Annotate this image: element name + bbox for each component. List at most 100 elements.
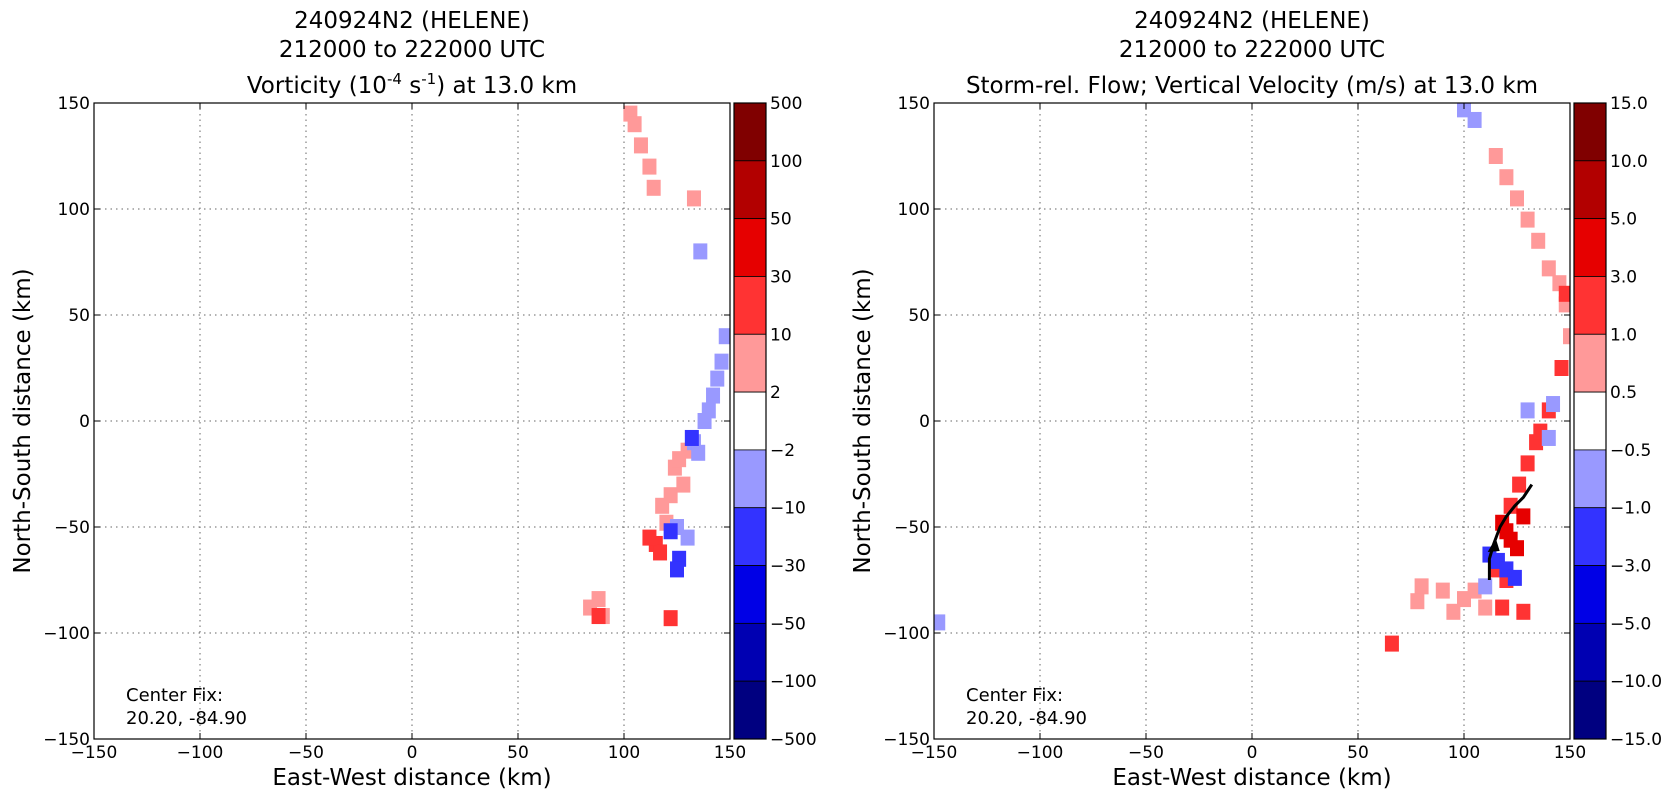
data-point [1512, 476, 1527, 493]
colorbar-label: 10 [770, 325, 792, 345]
center-fix-value: 20.20, -84.90 [126, 708, 247, 729]
chart-title-part: -1 [421, 70, 436, 88]
colorbar-label: 100 [770, 152, 802, 172]
data-point [633, 137, 648, 154]
y-tick-label: 150 [898, 94, 930, 114]
data-point [1478, 599, 1493, 616]
data-point [684, 429, 699, 446]
x-tick-label: 0 [407, 743, 418, 763]
colorbar: 500 100 50 30 10 2 −2 −10 −30 −50 −100 −500 [733, 94, 817, 750]
y-tick-label: −50 [894, 518, 930, 538]
center-fix-value: 20.20, -84.90 [966, 708, 1087, 729]
data-point [1558, 296, 1570, 313]
data-point [686, 190, 701, 207]
colorbar-segment [733, 622, 767, 682]
x-tick-label: −150 [911, 743, 958, 763]
data-point [1510, 190, 1524, 207]
chart-title-line-1: 240924N2 (HELENE) [294, 8, 530, 34]
colorbar-segment [1573, 333, 1607, 393]
y-tick-label: −150 [883, 730, 930, 750]
data-point [670, 561, 684, 578]
data-point [591, 591, 606, 608]
colorbar-segment [733, 276, 767, 335]
colorbar: 15.0 10.0 5.0 3.0 1.0 0.5 −0.5 −1.0 −3.0 −5.0 −10.… [1573, 94, 1662, 750]
colorbar-label: −0.5 [1610, 441, 1651, 461]
colorbar-label: −15.0 [1610, 730, 1662, 750]
chart-title-line-2: 212000 to 222000 UTC [279, 37, 545, 63]
colorbar-segment [1573, 622, 1607, 682]
y-tick-label: 100 [58, 200, 90, 220]
data-point [693, 243, 708, 260]
x-tick-label: 100 [608, 743, 640, 763]
y-axis-label: North-South distance (km) [850, 268, 876, 573]
colorbar-label: −3.0 [1610, 557, 1651, 577]
y-tick-label: 50 [908, 306, 930, 326]
data-point [710, 370, 725, 387]
data-point [653, 544, 668, 561]
y-tick-label: −100 [883, 624, 930, 644]
colorbar-segment [1573, 565, 1607, 624]
x-tick-label: −50 [288, 743, 324, 763]
colorbar-label: −5.0 [1610, 614, 1651, 634]
data-point [1446, 603, 1461, 620]
chart-panel-1: 240924N2 (HELENE) 212000 to 222000 UTC Vor… [10, 8, 817, 791]
data-point [1503, 497, 1518, 514]
data-point [718, 328, 730, 345]
data-point [676, 476, 691, 493]
colorbar-segment [733, 160, 767, 220]
data-point [1410, 593, 1425, 610]
colorbar-frame [1573, 102, 1607, 740]
colorbar-segment [1573, 391, 1607, 451]
colorbar-label: −100 [770, 672, 817, 692]
colorbar-label: −10.0 [1610, 672, 1662, 692]
data-point [1499, 169, 1514, 186]
data-point [1457, 103, 1471, 118]
data-point [1541, 429, 1556, 446]
data-point [1384, 635, 1399, 652]
plot-frame [933, 102, 1571, 740]
colorbar-label: −1.0 [1610, 499, 1651, 519]
streamline [1487, 483, 1534, 580]
data-point [1541, 260, 1556, 277]
colorbar-segment [733, 391, 767, 451]
data-point [591, 608, 606, 625]
y-axis-label: North-South distance (km) [10, 268, 36, 573]
colorbar-segment [1573, 449, 1607, 509]
data-point [1507, 569, 1522, 586]
data-point [1488, 148, 1503, 164]
y-tick-label: −50 [54, 518, 90, 538]
data-point [1558, 285, 1570, 302]
colorbar-label: −500 [770, 730, 817, 750]
y-tick-label: 0 [919, 412, 930, 432]
x-tick-label: 100 [1448, 743, 1480, 763]
data-point [627, 116, 642, 133]
data-point [1520, 211, 1535, 228]
colorbar-label: −50 [770, 614, 806, 634]
x-tick-label: 50 [507, 743, 529, 763]
data-point [1478, 578, 1493, 595]
y-tick-label: −100 [43, 624, 90, 644]
data-point [1467, 582, 1482, 599]
colorbar-label: 5.0 [1610, 210, 1637, 230]
colorbar-segment [733, 218, 767, 277]
y-tick-label: 50 [68, 306, 90, 326]
x-tick-label: 150 [1554, 743, 1586, 763]
x-tick-label: −100 [1017, 743, 1064, 763]
chart-title-part: s [402, 73, 421, 99]
data-point [934, 614, 946, 631]
colorbar-segment [733, 680, 767, 740]
colorbar-label: −10 [770, 499, 806, 519]
data-point [1546, 396, 1561, 413]
data-point [646, 179, 661, 196]
colorbar-segment [733, 449, 767, 509]
data-point [691, 444, 706, 461]
data-point [1516, 508, 1531, 525]
data-point [701, 402, 716, 419]
data-point [663, 610, 678, 627]
colorbar-label: −2 [770, 441, 795, 461]
colorbar-segment [733, 507, 767, 566]
colorbar-frame [733, 102, 767, 740]
colorbar-segment [733, 333, 767, 393]
plot-frame [93, 102, 731, 740]
chart-title-line-3: Vorticity (10-4 s-1) at 13.0 km [247, 70, 577, 99]
